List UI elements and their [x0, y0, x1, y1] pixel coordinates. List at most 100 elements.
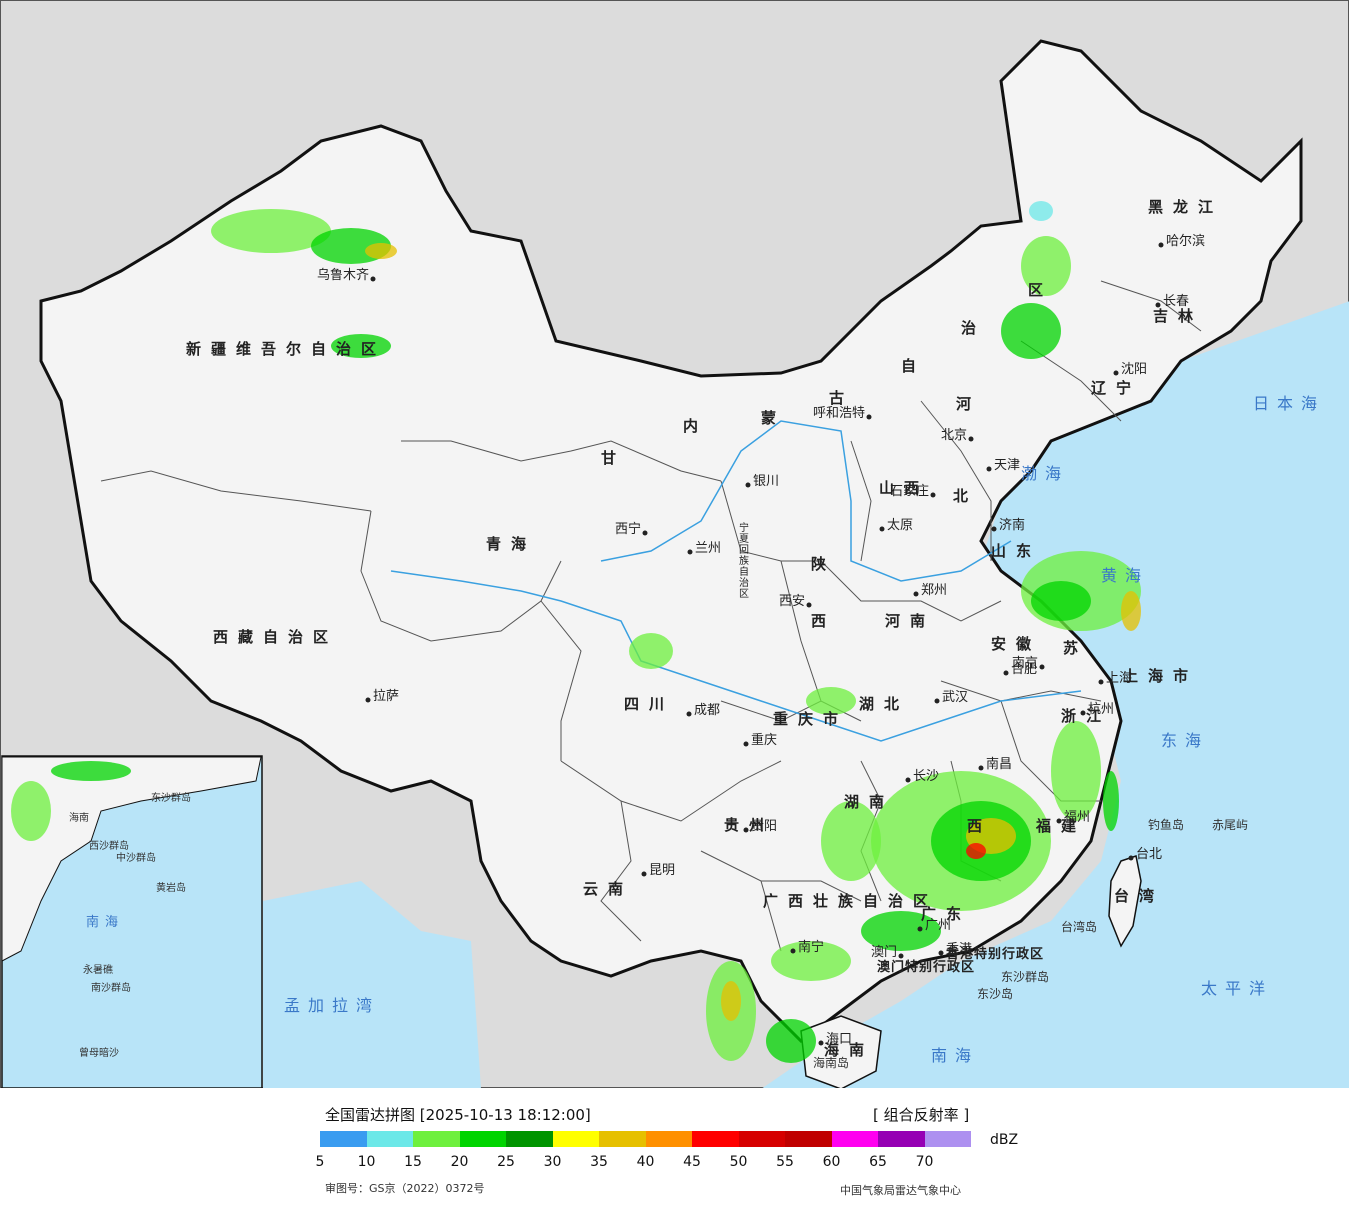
city-marker-tianjin — [986, 466, 992, 472]
province-label-taiwan: 台湾 — [1114, 887, 1164, 905]
city-marker-haerbin — [1158, 242, 1164, 248]
city-marker-shijiazhuang — [930, 492, 936, 498]
color-scale-bar — [320, 1131, 971, 1147]
province-label-guangdong: 广东 — [921, 905, 971, 923]
island-label-dongshadao: 东沙岛 — [977, 986, 1013, 1001]
legend-tick-label: 25 — [497, 1154, 515, 1170]
province-label-neimenggu_4: 自 — [901, 357, 926, 375]
province-label-shanxi: 山西 — [879, 479, 929, 497]
province-label-ningxia: 自 — [739, 565, 749, 578]
radar-echo — [629, 633, 673, 669]
city-marker-kunming — [641, 871, 647, 877]
city-label-xining: 西宁 — [615, 521, 641, 537]
radar-echo — [211, 209, 331, 253]
city-label-haikou: 海口 — [826, 1032, 852, 1047]
city-marker-lhasa — [365, 697, 371, 703]
province-label-jilin: 吉林 — [1153, 307, 1203, 325]
city-label-urumqi: 乌鲁木齐 — [317, 267, 369, 283]
product-name: [ 组合反射率 ] — [873, 1106, 970, 1124]
radar-echo — [861, 911, 941, 951]
radar-echo — [966, 843, 986, 859]
city-label-aomen: 澳门 — [871, 944, 897, 960]
province-label-fujian: 福建 — [1035, 817, 1086, 835]
map-approval-number: 审图号：GS京（2022）0372号 — [325, 1182, 485, 1195]
city-marker-changchun — [1155, 302, 1161, 308]
city-marker-aomen — [898, 953, 904, 959]
city-label-xianggang: 香港 — [946, 942, 972, 957]
city-label-chengdu: 成都 — [694, 703, 720, 718]
city-label-hefei: 合肥 — [1011, 662, 1037, 677]
color-swatch-8 — [692, 1131, 739, 1147]
province-label-jiangxi: 西 — [967, 817, 992, 835]
bengal-bay-sea — [263, 881, 481, 1089]
city-label-taibei: 台北 — [1136, 847, 1162, 862]
city-marker-urumqi — [370, 276, 376, 282]
city-label-guiyang: 贵阳 — [751, 819, 777, 834]
radar-echo — [1031, 581, 1091, 621]
hainan-island — [800, 1015, 882, 1089]
color-swatch-6 — [599, 1131, 646, 1147]
city-marker-nanning — [790, 948, 796, 954]
city-label-hangzhou: 杭州 — [1088, 702, 1114, 717]
legend-tick-label: 55 — [776, 1154, 794, 1170]
province-label-chongqing: 重庆市 — [773, 710, 848, 728]
legend-tick-label: 65 — [869, 1154, 887, 1170]
province-label-sichuan: 四川 — [624, 695, 674, 713]
city-marker-huhehaote — [866, 414, 872, 420]
province-label-ningxia: 夏 — [739, 533, 749, 545]
province-label-hunan: 湖南 — [844, 793, 894, 811]
city-marker-guiyang — [743, 827, 749, 833]
city-marker-yinchuan — [745, 482, 751, 488]
province-label-hubei: 湖北 — [859, 695, 909, 713]
city-label-fuzhou: 福州 — [1064, 810, 1090, 825]
province-label-neimenggu_2: 蒙 — [761, 409, 786, 427]
city-label-nanchang: 南昌 — [986, 756, 1012, 772]
city-marker-xianggang — [938, 950, 944, 956]
color-swatch-4 — [506, 1131, 553, 1147]
province-label-henan: 河南 — [885, 612, 935, 630]
province-label-jiangsu: 苏 — [1063, 639, 1088, 657]
city-marker-nanjing — [1039, 664, 1045, 670]
radar-echo — [1029, 201, 1053, 221]
city-marker-chongqing — [743, 741, 749, 747]
radar-echoes — [11, 201, 1141, 1063]
sea-label-taipingyang: 太平洋 — [1201, 979, 1273, 998]
province-label-ningxia: 治 — [739, 576, 749, 589]
city-marker-hefei — [1003, 670, 1009, 676]
city-marker-shanghai — [1098, 679, 1104, 685]
city-label-nanjing: 南京 — [1012, 655, 1038, 671]
province-label-guangxi: 广西壮族自治区 — [763, 892, 938, 910]
province-label-anhui: 安徽 — [991, 635, 1041, 653]
color-swatch-5 — [552, 1131, 599, 1147]
city-label-shanghai: 上海 — [1106, 671, 1132, 686]
city-label-haerbin: 哈尔滨 — [1166, 233, 1205, 249]
province-label-gansu: 甘 — [601, 449, 626, 467]
province-label-shaanxi_1: 陕 — [811, 555, 836, 573]
sea-label-bohai: 渤海 — [1021, 464, 1069, 483]
city-label-guangzhou: 广州 — [925, 918, 951, 933]
city-marker-haikou — [818, 1040, 824, 1046]
color-swatch-13 — [924, 1131, 971, 1147]
province-label-qinghai: 青海 — [486, 535, 536, 553]
city-label-zhengzhou: 郑州 — [921, 583, 947, 598]
legend-unit: dBZ — [990, 1132, 1019, 1148]
city-marker-beijing — [968, 436, 974, 442]
radar-echo — [1103, 771, 1119, 831]
province-label-xizang: 西藏自治区 — [213, 628, 338, 646]
province-label-hongkong: 香港特别行政区 — [945, 946, 1044, 962]
color-swatch-0 — [320, 1131, 367, 1147]
city-marker-xining — [642, 530, 648, 536]
radar-echo — [331, 334, 391, 358]
city-marker-jinan — [991, 526, 997, 532]
province-label-neimenggu_3: 古 — [829, 389, 854, 407]
color-swatch-9 — [738, 1131, 785, 1147]
province-label-macau: 澳门特别行政区 — [877, 959, 975, 975]
legend-tick-label: 5 — [315, 1154, 325, 1170]
province-label-xinjiang: 新疆维吾尔自治区 — [186, 340, 386, 358]
city-label-changchun: 长春 — [1163, 294, 1189, 309]
legend-tick-label: 15 — [404, 1154, 422, 1170]
city-marker-zhengzhou — [913, 591, 919, 597]
radar-echo — [1121, 591, 1141, 631]
